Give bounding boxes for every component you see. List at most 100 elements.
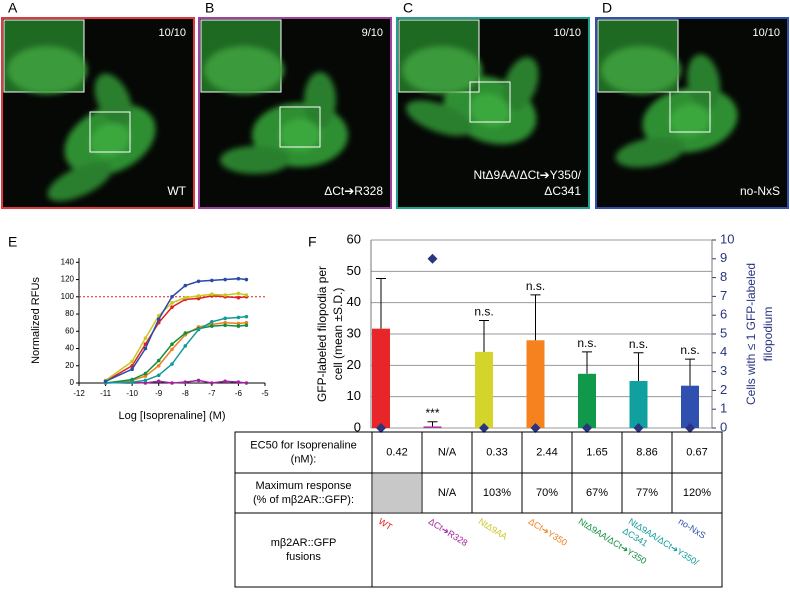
significance-label: n.s.	[474, 305, 493, 319]
y-tick-label: 0	[354, 419, 361, 434]
panel-label: NtΔ9AA/ΔCt➔Y350/	[474, 168, 582, 182]
row-header: Maximum response	[256, 480, 352, 492]
data-point	[223, 320, 227, 325]
data-point	[236, 276, 241, 281]
y2-tick-label: 10	[720, 231, 734, 246]
data-point	[196, 279, 201, 284]
data-point	[236, 295, 241, 300]
cell-body	[220, 146, 290, 174]
data-point	[196, 296, 201, 301]
y-tick-label: 50	[347, 263, 361, 278]
data-point	[143, 381, 148, 385]
table-cell: 2.44	[536, 446, 557, 458]
data-point	[210, 319, 214, 324]
y-tick-label: 60	[65, 326, 74, 335]
data-point	[143, 371, 148, 376]
cell-body	[304, 72, 336, 128]
data-point	[156, 363, 161, 368]
significance-label: n.s.	[680, 343, 699, 357]
table-cell: 103%	[483, 487, 511, 499]
diamond-marker	[685, 423, 695, 433]
panel-letter: A	[8, 0, 18, 16]
table-cell: 1.65	[586, 446, 607, 458]
error-bar	[479, 320, 489, 352]
inset-cell	[402, 46, 482, 94]
data-point	[244, 320, 249, 325]
panel-label: no-NxS	[740, 184, 780, 198]
panel-letter: B	[205, 0, 214, 16]
data-point	[170, 301, 174, 305]
y2-tick-label: 8	[720, 269, 727, 284]
fit-line	[105, 321, 247, 384]
diamond-marker	[427, 253, 438, 264]
data-point	[223, 323, 227, 328]
y-tick-label: 30	[347, 325, 361, 340]
inset-cell	[7, 46, 87, 94]
y2-tick-label: 4	[720, 344, 727, 359]
panel-letter: D	[602, 0, 612, 16]
fit-line	[105, 295, 247, 382]
bar	[681, 385, 699, 428]
data-point	[210, 324, 214, 328]
y-tick-label: 40	[65, 344, 74, 353]
panel-label: ΔCt➔R328	[324, 184, 383, 198]
data-point	[223, 293, 227, 297]
x-tick-label: -8	[182, 389, 190, 398]
cell	[405, 57, 539, 145]
significance-label: n.s.	[577, 336, 596, 350]
data-point	[210, 278, 214, 283]
x-axis-label: Log [Isoprenaline] (M)	[119, 410, 226, 422]
fusion-name: ΔCt➔Y350	[527, 516, 569, 548]
table-cell: 8.86	[636, 446, 657, 458]
fusion-name: no-NxS	[677, 516, 708, 540]
row-header: fusions	[286, 551, 321, 563]
significance-label: n.s.	[629, 337, 648, 351]
panel-label: ΔC341	[544, 184, 581, 198]
table-cell: 0.33	[486, 446, 507, 458]
row-header: EC50 for Isoprenaline	[250, 439, 356, 451]
data-point	[244, 277, 249, 282]
x-tick-label: -11	[100, 389, 112, 398]
y-tick-label: 120	[61, 275, 75, 284]
data-point	[143, 374, 148, 378]
data-point	[244, 293, 249, 297]
data-point	[143, 336, 148, 340]
table-cell: 70%	[536, 487, 558, 499]
data-point	[130, 377, 134, 382]
error-bar	[582, 351, 592, 374]
x-tick-label: -12	[73, 389, 85, 398]
x-tick-label: -5	[261, 389, 269, 398]
panel-letter: E	[8, 234, 17, 250]
data-point	[210, 292, 214, 297]
y-tick-label: 60	[347, 231, 361, 246]
nucleus	[470, 93, 510, 127]
cell-count: 9/10	[362, 27, 383, 39]
data-point	[223, 379, 227, 384]
diamond-marker	[376, 423, 386, 433]
data-point	[183, 283, 188, 288]
fusion-name: NtΔ9AA	[477, 516, 509, 541]
bar	[526, 340, 545, 428]
table-cell: N/A	[438, 446, 457, 458]
data-point	[183, 344, 188, 348]
bar	[423, 426, 442, 428]
data-point	[143, 378, 148, 383]
table-cell: 77%	[636, 487, 658, 499]
data-point	[170, 342, 174, 347]
error-bar	[427, 421, 438, 427]
cell-body	[47, 162, 113, 202]
data-point	[130, 367, 134, 372]
data-point	[170, 347, 174, 352]
bar	[475, 351, 493, 428]
panel-letter: F	[308, 234, 317, 250]
data-point	[236, 315, 241, 320]
zoom-box	[669, 91, 711, 133]
data-point	[156, 358, 161, 363]
bar	[372, 328, 390, 428]
empty-cell	[373, 474, 421, 512]
diamond-marker	[582, 423, 592, 433]
y2-tick-label: 7	[720, 288, 727, 303]
y-axis-label: cell (mean ±S.D.)	[331, 288, 345, 381]
y2-tick-label: 3	[720, 363, 727, 378]
